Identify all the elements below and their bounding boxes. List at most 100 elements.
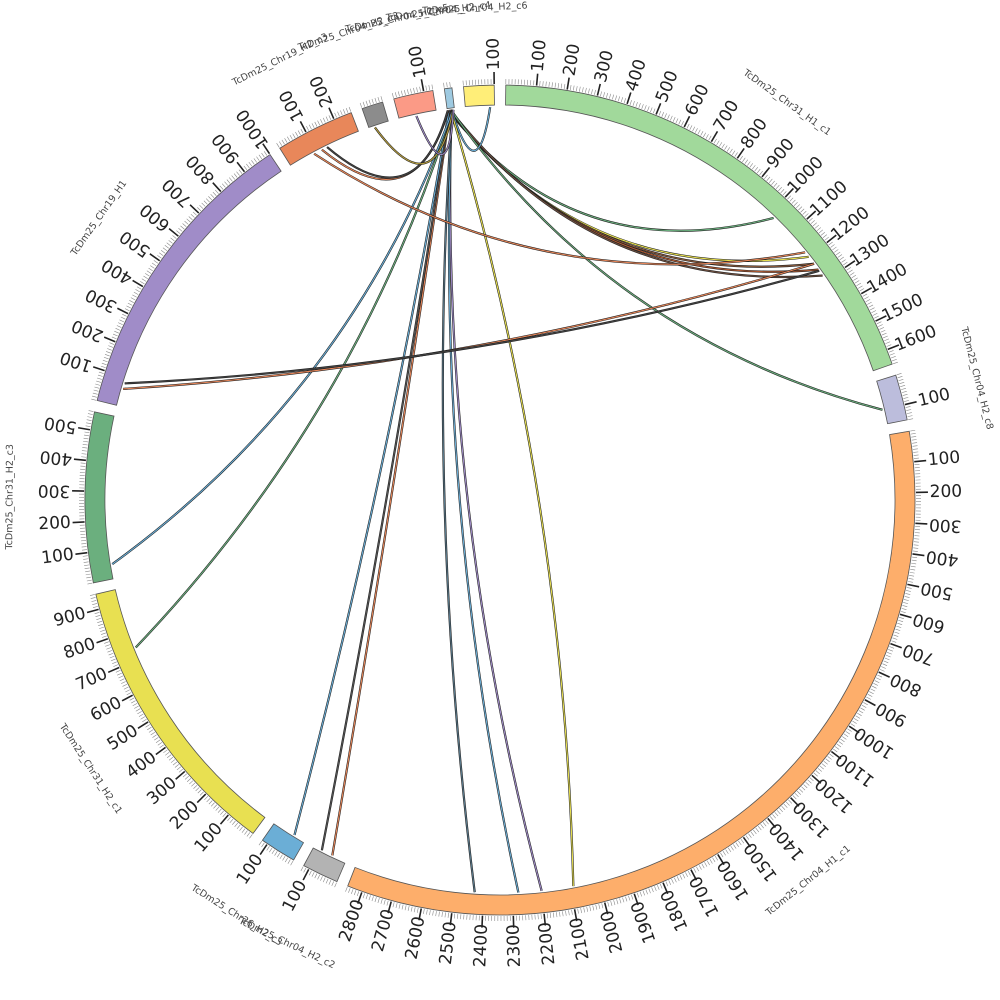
minor-tick: [896, 625, 902, 628]
minor-tick: [788, 799, 793, 804]
tick-label: 2700: [368, 907, 399, 954]
minor-tick: [135, 708, 141, 712]
major-tick: [72, 521, 85, 524]
minor-tick: [682, 873, 686, 879]
minor-tick: [447, 912, 449, 918]
minor-tick: [126, 692, 132, 696]
minor-tick: [825, 758, 830, 763]
minor-tick: [176, 766, 181, 771]
minor-tick: [617, 96, 620, 102]
tick-label: 1200: [827, 203, 873, 245]
segment-labels-layer: TcDm25_Chr31_H1_c1TcDm25_Chr04_H2_c8TcDm…: [4, 0, 995, 971]
minor-tick: [902, 394, 908, 396]
minor-tick: [913, 544, 919, 546]
minor-tick: [910, 568, 916, 571]
minor-tick: [203, 200, 208, 205]
minor-tick: [239, 826, 243, 831]
minor-tick: [99, 626, 104, 629]
minor-tick: [118, 322, 123, 326]
minor-tick: [804, 213, 809, 218]
minor-tick: [871, 310, 877, 313]
minor-tick: [401, 904, 404, 910]
minor-tick: [322, 877, 326, 883]
minor-tick: [857, 285, 863, 289]
minor-tick: [720, 852, 724, 858]
minor-tick: [843, 733, 849, 737]
minor-tick: [284, 857, 289, 863]
tick-label: 2800: [335, 897, 368, 944]
minor-tick: [284, 138, 288, 143]
minor-tick: [426, 909, 428, 915]
major-tick: [387, 901, 392, 914]
major-tick: [132, 279, 144, 288]
minor-tick: [314, 121, 318, 127]
major-tick: [189, 204, 200, 214]
minor-tick: [882, 663, 888, 666]
major-tick: [633, 893, 639, 906]
major-tick: [219, 814, 229, 825]
minor-tick: [195, 787, 200, 792]
minor-tick: [155, 739, 161, 743]
minor-tick: [83, 440, 89, 443]
minor-tick: [446, 82, 448, 88]
minor-tick: [153, 260, 159, 264]
major-tick: [717, 854, 725, 866]
minor-tick: [820, 231, 826, 236]
minor-tick: [131, 700, 136, 704]
minor-tick: [197, 207, 202, 212]
minor-tick: [577, 908, 579, 914]
minor-tick: [92, 606, 98, 608]
minor-tick: [796, 204, 800, 209]
minor-tick: [135, 289, 140, 293]
minor-tick: [912, 445, 918, 447]
minor-tick: [589, 906, 592, 912]
minor-tick: [772, 814, 776, 819]
minor-tick: [148, 267, 153, 272]
minor-tick: [895, 628, 901, 631]
minor-tick: [86, 422, 92, 424]
minor-tick: [398, 903, 401, 909]
minor-tick: [308, 870, 312, 876]
minor-tick: [884, 657, 890, 661]
tick-label: 300: [82, 284, 120, 316]
minor-tick: [215, 806, 220, 811]
minor-tick: [81, 546, 87, 548]
link-17: [326, 110, 449, 179]
minor-tick: [112, 661, 117, 665]
minor-tick: [83, 558, 89, 560]
major-tick: [116, 307, 129, 315]
minor-tick: [829, 753, 834, 758]
minor-tick: [713, 138, 717, 144]
minor-tick: [145, 724, 150, 728]
minor-tick: [334, 112, 337, 118]
minor-tick: [112, 333, 118, 337]
minor-tick: [585, 87, 587, 93]
minor-tick: [635, 101, 638, 107]
minor-tick: [840, 738, 845, 743]
major-tick: [302, 869, 310, 881]
minor-tick: [802, 210, 807, 215]
minor-tick: [899, 616, 905, 619]
minor-tick: [109, 655, 115, 659]
minor-tick: [248, 161, 253, 167]
minor-tick: [193, 784, 198, 789]
major-tick: [904, 401, 917, 406]
minor-tick: [84, 431, 90, 434]
tick-label: 1100: [806, 177, 851, 221]
major-tick: [806, 210, 817, 220]
minor-tick: [724, 145, 728, 150]
minor-tick: [765, 820, 769, 825]
major-tick: [449, 913, 453, 926]
major-tick: [137, 721, 149, 729]
tick-label: 1300: [846, 230, 893, 271]
minor-tick: [729, 148, 733, 154]
minor-tick: [622, 897, 625, 903]
minor-tick: [789, 197, 794, 202]
minor-tick: [834, 249, 839, 253]
tick-label: 900: [51, 603, 88, 631]
segment-tcdm25-chr04-h2-c3: [361, 101, 389, 128]
minor-tick: [184, 775, 190, 780]
minor-tick: [670, 115, 673, 121]
minor-tick: [645, 889, 648, 895]
